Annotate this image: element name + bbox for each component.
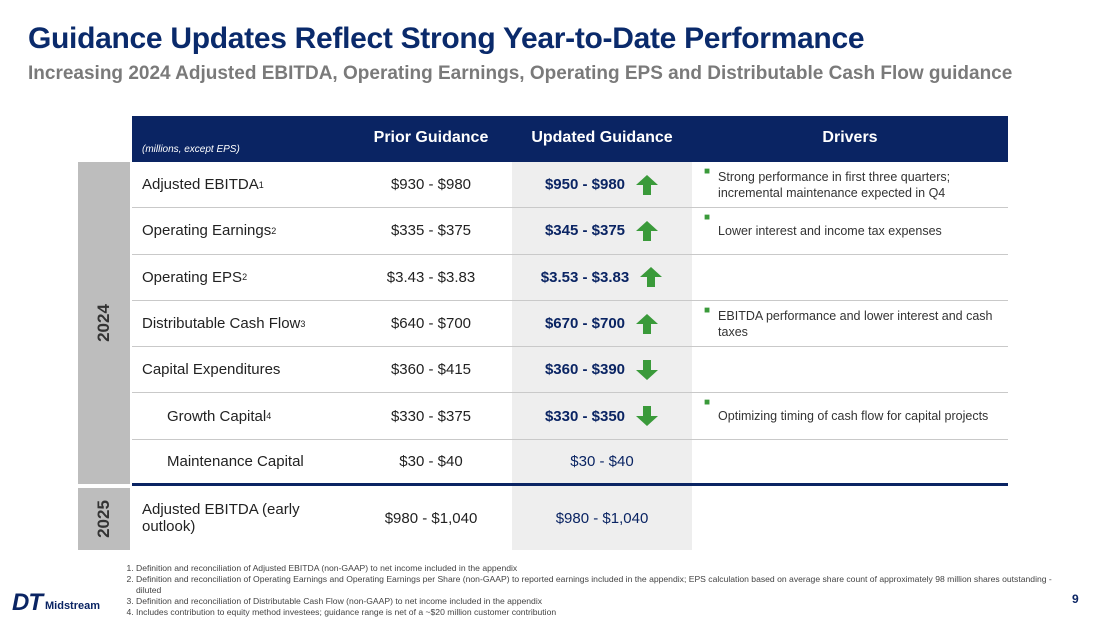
bullet-icon: ■ — [704, 166, 711, 177]
updated-value: $950 - $980 — [544, 176, 626, 194]
driver-text: Lower interest and income tax expenses — [718, 223, 942, 238]
updated-value: $3.53 - $3.83 — [540, 268, 630, 286]
table-row: Operating EPS 2 $3.43 - $3.83 $3.53 - $3.… — [132, 254, 1008, 301]
arrow-down-icon — [636, 359, 659, 380]
row-label: Maintenance Capital — [167, 452, 304, 470]
updated-value: $670 - $700 — [544, 315, 626, 333]
page-subtitle: Increasing 2024 Adjusted EBITDA, Operati… — [28, 63, 1013, 84]
prior-value: $980 - $1,040 — [384, 509, 478, 527]
prior-value: $640 - $700 — [390, 315, 472, 333]
bullet-icon: ■ — [704, 304, 711, 316]
row-label: Adjusted EBITDA (early outlook) — [142, 501, 300, 536]
arrow-up-icon — [636, 220, 659, 241]
row-label: Operating Earnings — [142, 222, 272, 240]
bullet-icon: ■ — [704, 212, 711, 224]
table-row: Growth Capital 4 $330 - $375 $330 - $350 … — [132, 393, 1008, 440]
units-note: (millions, except EPS) — [142, 144, 240, 155]
row-label: Growth Capital — [167, 407, 267, 425]
table-row: Operating Earnings 2 $335 - $375 $345 - $… — [132, 208, 1008, 255]
arrow-up-icon — [636, 313, 659, 334]
page-title: Guidance Updates Reflect Strong Year-to-… — [28, 22, 865, 55]
table-row: Adjusted EBITDA 1 $930 - $980 $950 - $980… — [132, 162, 1008, 209]
arrow-up-icon — [640, 267, 663, 288]
prior-value: $930 - $980 — [390, 176, 472, 194]
updated-value: $330 - $350 — [544, 407, 626, 425]
table-header: (millions, except EPS) Prior Guidance Up… — [132, 116, 1008, 162]
table-row: Distributable Cash Flow 3 $640 - $700 $67… — [132, 300, 1008, 348]
company-logo: DT Midstream — [12, 589, 101, 616]
updated-value: $360 - $390 — [544, 361, 626, 379]
footnote: Definition and reconciliation of Operati… — [136, 574, 1058, 596]
col-header-updated: Updated Guidance — [531, 129, 673, 146]
arrow-up-icon — [636, 174, 659, 195]
row-label: Distributable Cash Flow — [142, 315, 301, 333]
updated-value: $345 - $375 — [544, 222, 626, 240]
year-label-2025: 2025 — [78, 488, 130, 550]
updated-value: $980 - $1,040 — [512, 486, 692, 551]
year-label-2024: 2024 — [78, 162, 130, 484]
prior-value: $330 - $375 — [390, 407, 472, 425]
driver-text: Optimizing timing of cash flow for capit… — [718, 409, 989, 424]
bullet-icon: ■ — [704, 397, 711, 409]
updated-value: $30 - $40 — [512, 439, 692, 484]
arrow-down-icon — [636, 406, 659, 427]
row-label: Operating EPS — [142, 268, 243, 286]
prior-value: $360 - $415 — [390, 361, 472, 379]
row-label: Adjusted EBITDA — [142, 176, 259, 194]
guidance-table: (millions, except EPS) Prior Guidance Up… — [132, 116, 1008, 551]
page-number: 9 — [1072, 592, 1079, 606]
prior-value: $3.43 - $3.83 — [386, 268, 476, 286]
footnote: Definition and reconciliation of Adjuste… — [136, 563, 1058, 574]
footnotes: Definition and reconciliation of Adjuste… — [118, 563, 1058, 618]
table-row: Maintenance Capital $30 - $40 $30 - $40 — [132, 439, 1008, 487]
footnote: Definition and reconciliation of Distrib… — [136, 596, 1058, 607]
row-label: Capital Expenditures — [142, 361, 281, 379]
prior-value: $30 - $40 — [399, 452, 463, 470]
table-row: Capital Expenditures $360 - $415 $360 - … — [132, 347, 1008, 394]
driver-text: EBITDA performance and lower interest an… — [718, 308, 993, 339]
prior-value: $335 - $375 — [390, 222, 472, 240]
driver-text: Strong performance in first three quarte… — [718, 169, 951, 200]
footnote: Includes contribution to equity method i… — [136, 607, 1058, 618]
table-row-2025: Adjusted EBITDA (early outlook) $980 - $… — [132, 486, 1008, 551]
col-header-prior: Prior Guidance — [373, 129, 489, 146]
col-header-drivers: Drivers — [822, 129, 878, 146]
